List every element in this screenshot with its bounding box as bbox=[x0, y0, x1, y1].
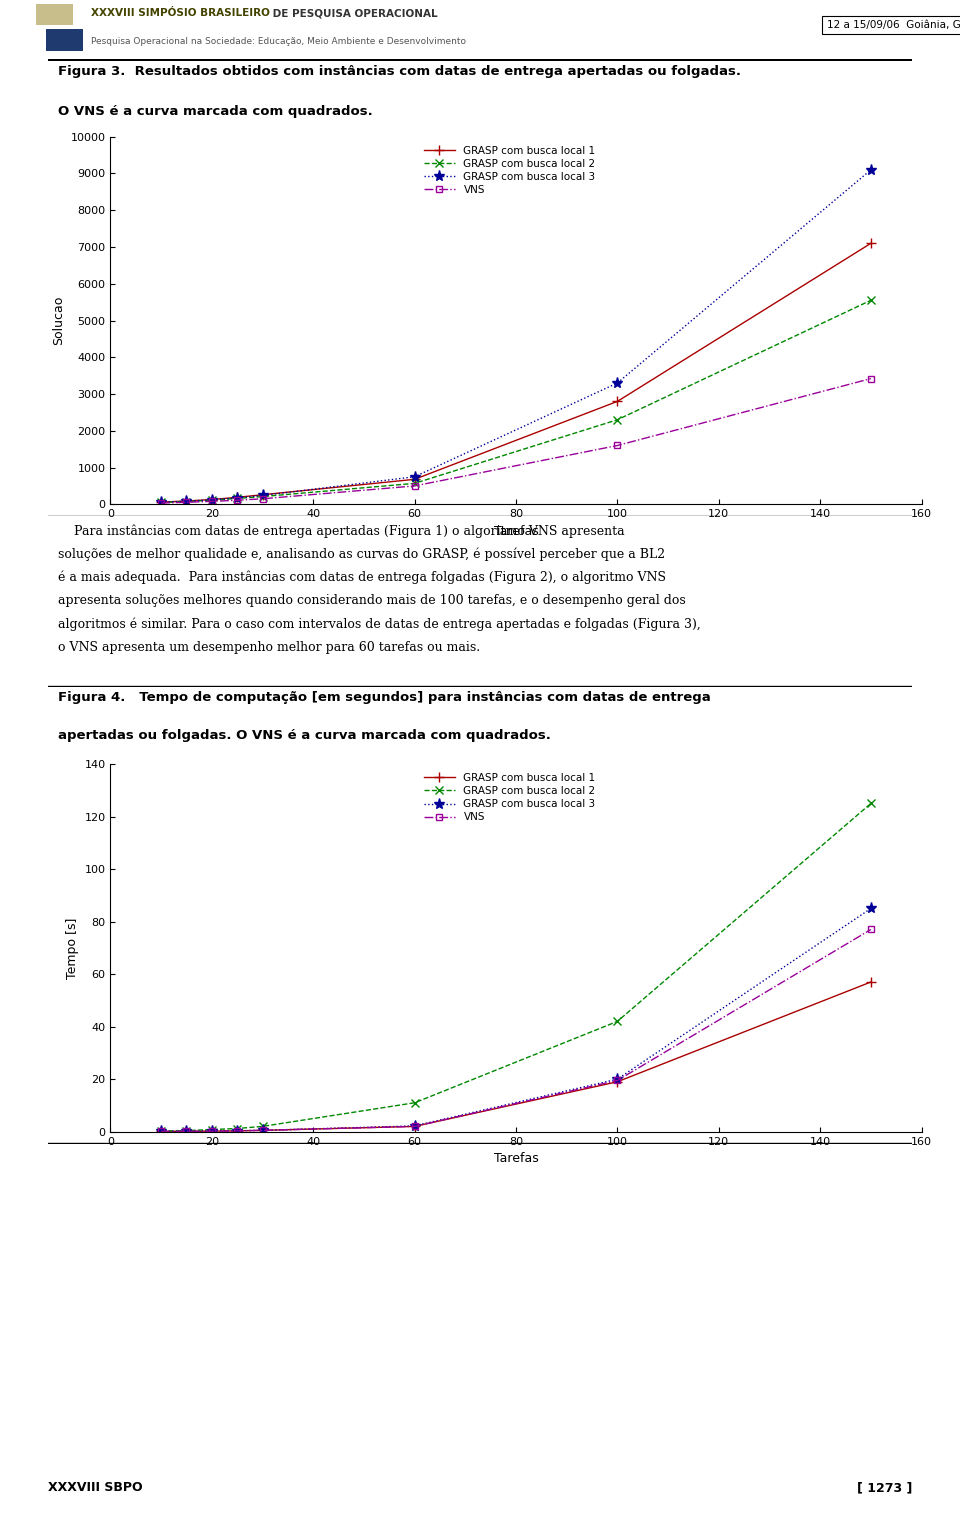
GRASP com busca local 2 bbox=[231, 489, 243, 507]
Text: 12 a 15/09/06  Goiânia, GO: 12 a 15/09/06 Goiânia, GO bbox=[827, 20, 960, 30]
GRASP com busca local 3 bbox=[180, 492, 192, 510]
GRASP com busca local 3 bbox=[180, 1123, 192, 1141]
Y-axis label: Tempo [s]: Tempo [s] bbox=[66, 917, 79, 978]
Text: XXXVIII SIMPÓSIO BRASILEIRO: XXXVIII SIMPÓSIO BRASILEIRO bbox=[91, 9, 270, 18]
Text: Figura 4.   Tempo de computação [em segundos] para instâncias com datas de entre: Figura 4. Tempo de computação [em segund… bbox=[58, 691, 710, 705]
GRASP com busca local 2 bbox=[180, 492, 192, 510]
GRASP com busca local 1 bbox=[409, 1118, 420, 1136]
Text: o VNS apresenta um desempenho melhor para 60 tarefas ou mais.: o VNS apresenta um desempenho melhor par… bbox=[58, 641, 480, 653]
GRASP com busca local 2 bbox=[865, 794, 876, 813]
Line: GRASP com busca local 1: GRASP com busca local 1 bbox=[156, 238, 876, 507]
Text: DE PESQUISA OPERACIONAL: DE PESQUISA OPERACIONAL bbox=[269, 9, 438, 18]
GRASP com busca local 1 bbox=[206, 491, 218, 509]
VNS bbox=[231, 491, 243, 509]
X-axis label: Tarefas: Tarefas bbox=[493, 1151, 539, 1165]
Text: Figura 3.  Resultados obtidos com instâncias com datas de entrega apertadas ou f: Figura 3. Resultados obtidos com instânc… bbox=[58, 65, 740, 79]
GRASP com busca local 1 bbox=[231, 488, 243, 506]
Legend: GRASP com busca local 1, GRASP com busca local 2, GRASP com busca local 3, VNS: GRASP com busca local 1, GRASP com busca… bbox=[424, 146, 595, 194]
GRASP com busca local 2 bbox=[612, 1012, 623, 1030]
VNS bbox=[180, 1123, 192, 1141]
GRASP com busca local 1 bbox=[865, 234, 876, 252]
Y-axis label: Solucao: Solucao bbox=[52, 296, 65, 345]
Line: GRASP com busca local 1: GRASP com busca local 1 bbox=[156, 977, 876, 1136]
VNS bbox=[865, 369, 876, 387]
GRASP com busca local 3 bbox=[409, 468, 420, 486]
GRASP com busca local 1 bbox=[156, 494, 167, 512]
GRASP com busca local 2 bbox=[231, 1120, 243, 1138]
Text: Pesquisa Operacional na Sociedade: Educação, Meio Ambiente e Desenvolvimento: Pesquisa Operacional na Sociedade: Educa… bbox=[91, 36, 467, 46]
GRASP com busca local 2 bbox=[865, 292, 876, 310]
Line: GRASP com busca local 3: GRASP com busca local 3 bbox=[156, 902, 876, 1136]
GRASP com busca local 2 bbox=[156, 1123, 167, 1141]
Line: GRASP com busca local 2: GRASP com busca local 2 bbox=[156, 799, 876, 1135]
GRASP com busca local 1 bbox=[612, 1072, 623, 1091]
VNS bbox=[206, 1123, 218, 1141]
X-axis label: Tarefas: Tarefas bbox=[493, 524, 539, 538]
VNS bbox=[865, 921, 876, 939]
GRASP com busca local 2 bbox=[206, 1121, 218, 1139]
GRASP com busca local 3 bbox=[612, 1069, 623, 1088]
Text: apresenta soluções melhores quando considerando mais de 100 tarefas, e o desempe: apresenta soluções melhores quando consi… bbox=[58, 594, 685, 608]
GRASP com busca local 1 bbox=[256, 1121, 268, 1139]
GRASP com busca local 3 bbox=[865, 161, 876, 179]
Text: soluções de melhor qualidade e, analisando as curvas do GRASP, é possível perceb: soluções de melhor qualidade e, analisan… bbox=[58, 547, 664, 561]
Line: GRASP com busca local 3: GRASP com busca local 3 bbox=[156, 164, 876, 507]
VNS bbox=[180, 494, 192, 512]
GRASP com busca local 2 bbox=[409, 474, 420, 492]
VNS bbox=[206, 492, 218, 510]
GRASP com busca local 3 bbox=[206, 491, 218, 509]
GRASP com busca local 2 bbox=[612, 410, 623, 428]
GRASP com busca local 3 bbox=[206, 1123, 218, 1141]
GRASP com busca local 3 bbox=[156, 494, 167, 512]
GRASP com busca local 2 bbox=[256, 488, 268, 506]
GRASP com busca local 1 bbox=[206, 1123, 218, 1141]
VNS bbox=[409, 477, 420, 495]
Text: [ 1273 ]: [ 1273 ] bbox=[856, 1481, 912, 1495]
Text: algoritmos é similar. Para o caso com intervalos de datas de entrega apertadas e: algoritmos é similar. Para o caso com in… bbox=[58, 618, 701, 630]
VNS bbox=[612, 436, 623, 454]
VNS bbox=[231, 1121, 243, 1139]
Legend: GRASP com busca local 1, GRASP com busca local 2, GRASP com busca local 3, VNS: GRASP com busca local 1, GRASP com busca… bbox=[424, 773, 595, 822]
Line: VNS: VNS bbox=[157, 375, 875, 506]
GRASP com busca local 1 bbox=[865, 972, 876, 990]
GRASP com busca local 1 bbox=[180, 492, 192, 510]
GRASP com busca local 2 bbox=[206, 491, 218, 509]
GRASP com busca local 1 bbox=[409, 471, 420, 489]
Text: é a mais adequada.  Para instâncias com datas de entrega folgadas (Figura 2), o : é a mais adequada. Para instâncias com d… bbox=[58, 571, 665, 585]
VNS bbox=[409, 1118, 420, 1136]
GRASP com busca local 2 bbox=[156, 494, 167, 512]
VNS bbox=[156, 1123, 167, 1141]
GRASP com busca local 3 bbox=[256, 1121, 268, 1139]
GRASP com busca local 3 bbox=[156, 1123, 167, 1141]
GRASP com busca local 3 bbox=[231, 1121, 243, 1139]
GRASP com busca local 3 bbox=[409, 1116, 420, 1135]
VNS bbox=[612, 1071, 623, 1089]
Line: GRASP com busca local 2: GRASP com busca local 2 bbox=[156, 296, 876, 507]
VNS bbox=[256, 1121, 268, 1139]
GRASP com busca local 2 bbox=[409, 1094, 420, 1112]
Bar bbox=[46, 29, 83, 50]
GRASP com busca local 2 bbox=[256, 1118, 268, 1136]
GRASP com busca local 1 bbox=[231, 1121, 243, 1139]
GRASP com busca local 1 bbox=[256, 486, 268, 504]
GRASP com busca local 3 bbox=[231, 489, 243, 507]
GRASP com busca local 1 bbox=[156, 1123, 167, 1141]
GRASP com busca local 2 bbox=[180, 1121, 192, 1139]
GRASP com busca local 1 bbox=[180, 1123, 192, 1141]
Text: apertadas ou folgadas. O VNS é a curva marcada com quadrados.: apertadas ou folgadas. O VNS é a curva m… bbox=[58, 729, 550, 741]
Line: VNS: VNS bbox=[157, 927, 875, 1135]
GRASP com busca local 1 bbox=[612, 392, 623, 410]
VNS bbox=[256, 489, 268, 507]
VNS bbox=[156, 494, 167, 512]
GRASP com busca local 3 bbox=[612, 374, 623, 392]
Text: XXXVIII SBPO: XXXVIII SBPO bbox=[48, 1481, 143, 1495]
Text: Para instâncias com datas de entrega apertadas (Figura 1) o algoritmo VNS aprese: Para instâncias com datas de entrega ape… bbox=[58, 524, 624, 538]
GRASP com busca local 3 bbox=[256, 486, 268, 504]
Text: O VNS é a curva marcada com quadrados.: O VNS é a curva marcada com quadrados. bbox=[58, 105, 372, 118]
GRASP com busca local 3 bbox=[865, 899, 876, 917]
Bar bbox=[36, 5, 73, 26]
